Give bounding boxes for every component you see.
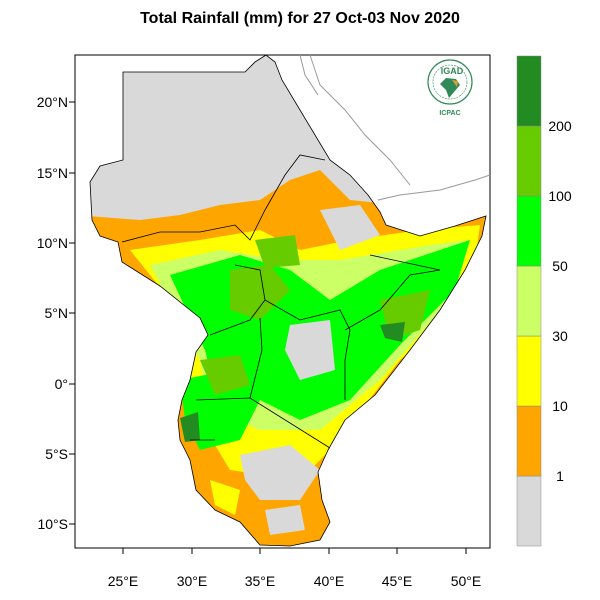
colorbar-bin <box>516 405 542 477</box>
colorbar: 1 10 30 50 100 200 <box>516 55 572 547</box>
logo-text: ICPAC <box>439 110 460 117</box>
x-tick-label: 45°E <box>382 573 413 589</box>
colorbar-bin <box>516 55 542 127</box>
colorbar-bin <box>516 265 542 337</box>
y-tick-label: 5°N <box>45 305 69 321</box>
x-axis: 25°E 30°E 35°E 40°E 45°E 50°E <box>108 573 482 589</box>
x-tick-label: 40°E <box>314 573 345 589</box>
y-tick-label: 10°S <box>37 516 68 532</box>
colorbar-label: 10 <box>552 398 568 414</box>
y-tick-label: 20°N <box>37 94 68 110</box>
colorbar-label: 1 <box>556 468 564 484</box>
colorbar-label: 30 <box>552 328 568 344</box>
axis-ticks <box>69 101 467 554</box>
logo-text: IGAD <box>441 66 464 76</box>
colorbar-label: 50 <box>552 258 568 274</box>
y-axis: 20°N 15°N 10°N 5°N 0° 5°S 10°S <box>37 94 68 532</box>
neighbour-coastlines <box>299 54 491 201</box>
x-tick-label: 25°E <box>108 573 139 589</box>
x-tick-label: 50°E <box>451 573 482 589</box>
y-tick-label: 5°S <box>45 446 68 462</box>
country-borders <box>121 154 441 449</box>
colorbar-label: 200 <box>548 118 572 134</box>
igad-icpac-logo <box>427 59 473 105</box>
y-tick-label: 0° <box>55 376 68 392</box>
x-tick-label: 35°E <box>245 573 276 589</box>
colorbar-bin <box>516 335 542 407</box>
map-title: Total Rainfall (mm) for 27 Oct-03 Nov 20… <box>140 10 460 27</box>
y-tick-label: 10°N <box>37 235 68 251</box>
y-tick-label: 15°N <box>37 165 68 181</box>
colorbar-bin <box>516 125 542 197</box>
colorbar-bin <box>516 195 542 267</box>
x-tick-label: 30°E <box>177 573 208 589</box>
colorbar-bin <box>516 475 542 547</box>
colorbar-label: 100 <box>548 188 572 204</box>
